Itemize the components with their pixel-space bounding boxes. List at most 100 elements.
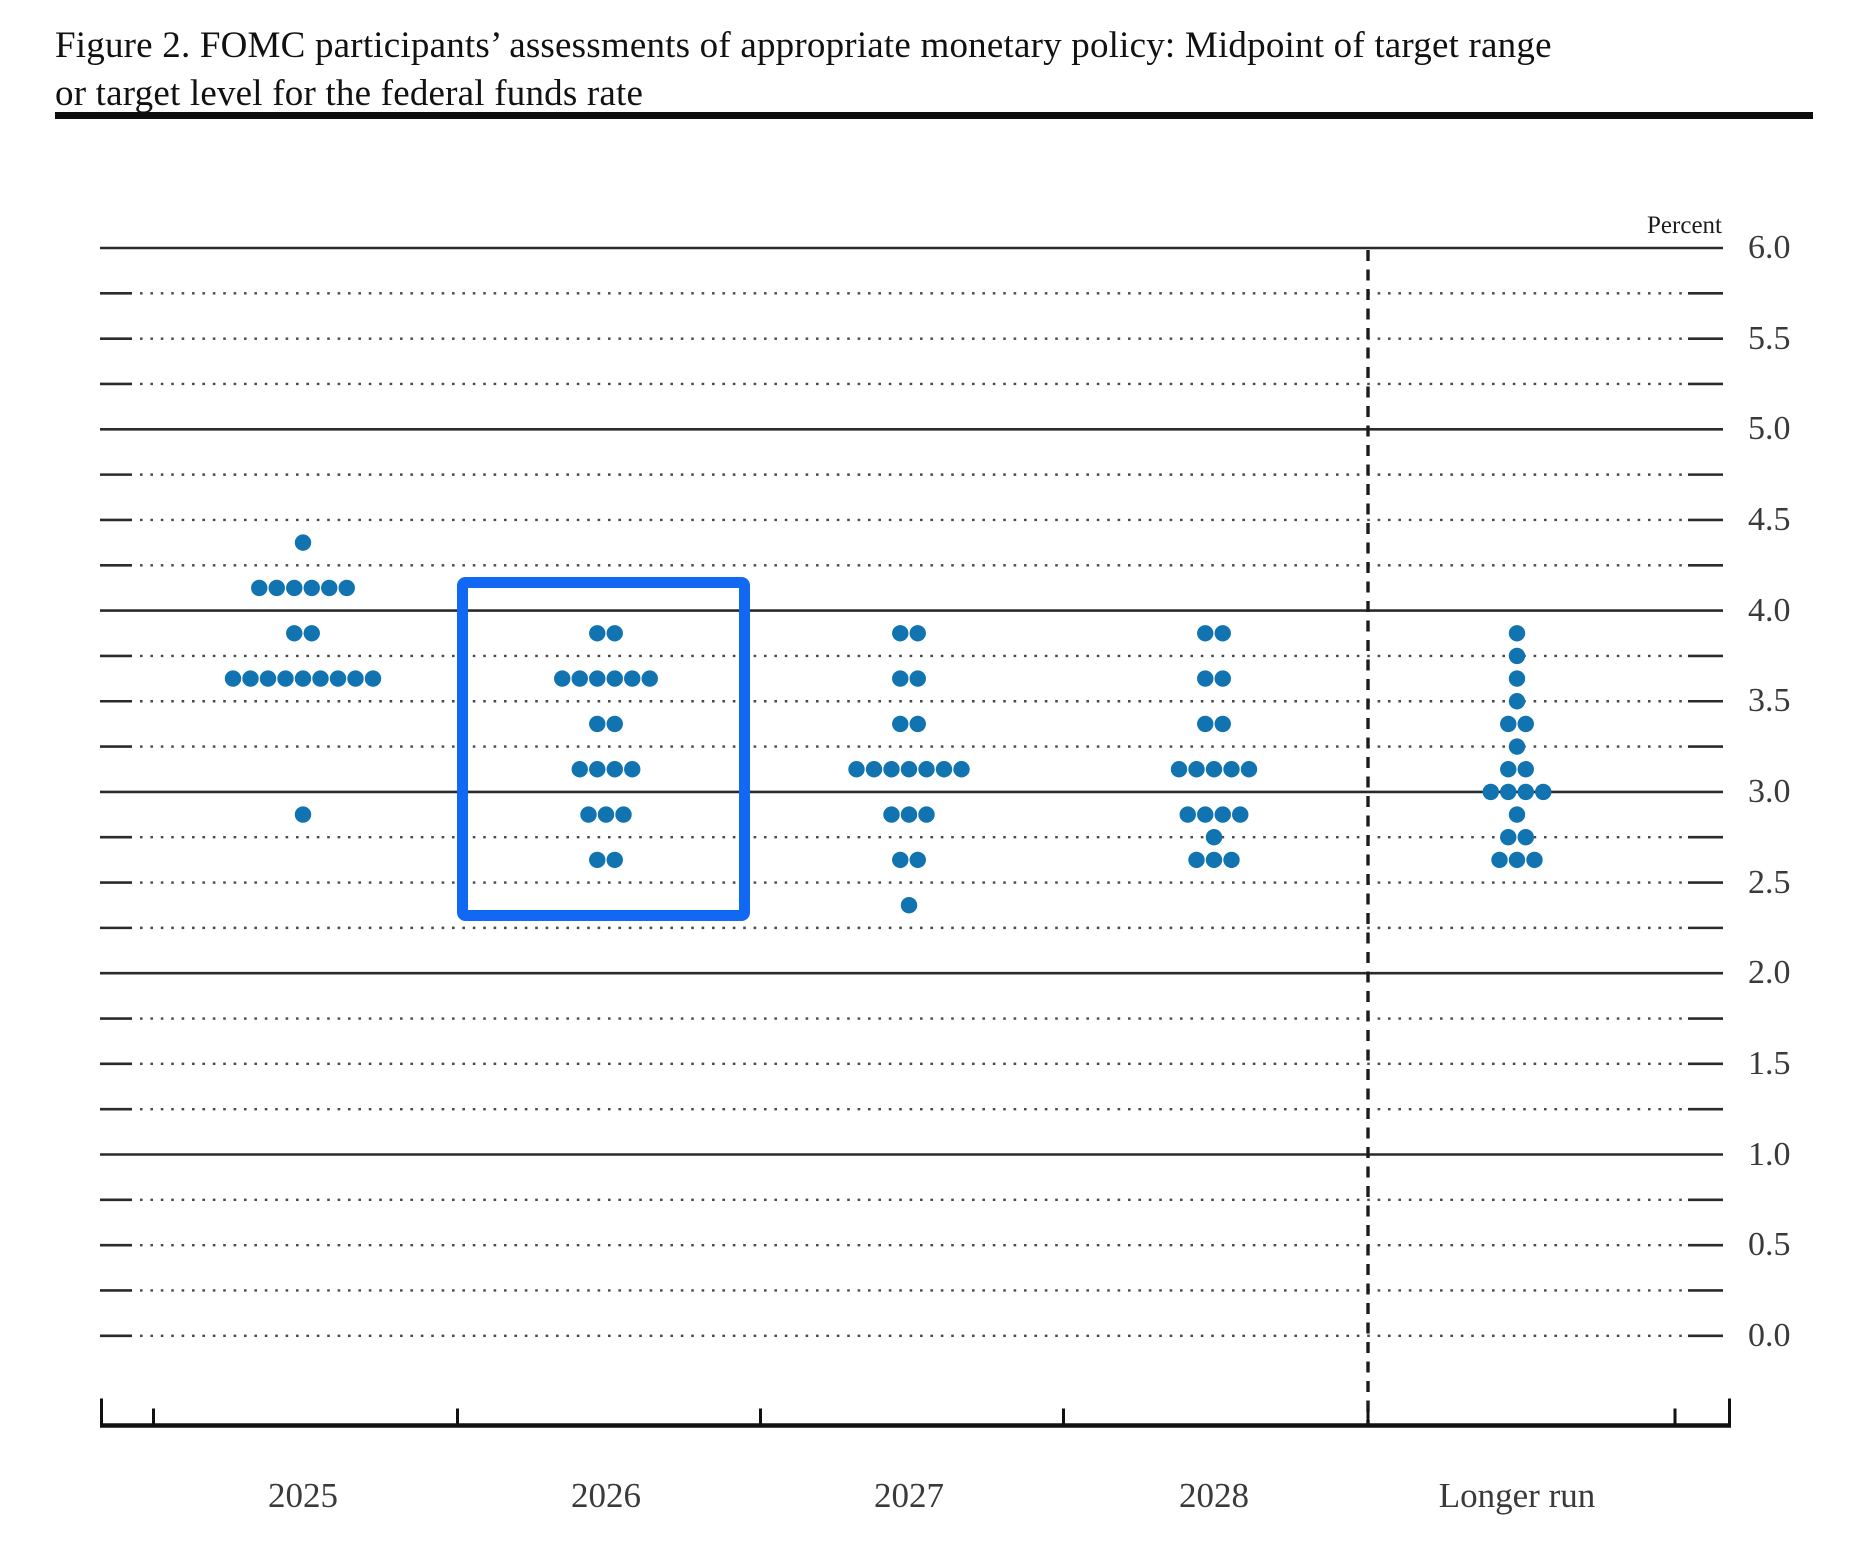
projection-dot-2027-3.625 (892, 670, 909, 687)
y-tick-label-0-0: 0.0 (1748, 1316, 1791, 1354)
projection-dot-longer-run-3 (1517, 783, 1534, 801)
projection-dot-longer-run-2.75 (1517, 829, 1534, 846)
y-tick-label-6-0: 6.0 (1748, 229, 1791, 266)
projection-dot-2028-2.625 (1223, 851, 1240, 869)
y-tick-label-0-5: 0.5 (1748, 1226, 1791, 1264)
projection-dot-longer-run-3.375 (1500, 715, 1517, 733)
projection-dot-longer-run-2.75 (1500, 829, 1517, 846)
title-rule (55, 112, 1813, 119)
projection-dot-2025-4.125 (338, 579, 355, 597)
projection-dot-2028-3.125 (1240, 761, 1258, 778)
projection-dot-2026-3.625 (624, 670, 641, 687)
projection-dot-2025-3.625 (242, 670, 259, 687)
projection-dot-2025-3.625 (364, 670, 382, 687)
projection-dot-2028-3.125 (1170, 761, 1188, 778)
y-tick-label-3-5: 3.5 (1748, 682, 1791, 720)
y-tick-label-2-5: 2.5 (1748, 863, 1791, 901)
projection-dot-longer-run-3.5 (1508, 693, 1526, 710)
figure-title-line-1: Figure 2. FOMC participants’ assessments… (55, 25, 1552, 66)
y-tick-label-2-0: 2.0 (1748, 954, 1791, 992)
projection-dot-2028-2.875 (1179, 806, 1196, 823)
projection-dot-2025-4.125 (251, 579, 268, 597)
projection-dot-2028-2.75 (1205, 829, 1223, 846)
projection-dot-2026-3.625 (641, 670, 658, 687)
projection-dot-longer-run-3 (1482, 783, 1499, 801)
projection-dot-2026-3.125 (624, 761, 641, 778)
projection-dot-2028-3.375 (1197, 715, 1214, 733)
projection-dot-2025-3.625 (294, 670, 312, 687)
y-tick-label-4-0: 4.0 (1748, 591, 1791, 629)
projection-dot-longer-run-2.625 (1491, 851, 1508, 869)
projection-dot-2025-4.125 (303, 579, 320, 597)
y-tick-label-4-5: 4.5 (1748, 500, 1791, 538)
projection-dot-2025-3.625 (224, 670, 242, 687)
projection-dot-2028-3.125 (1188, 761, 1205, 778)
projection-dot-2025-3.625 (277, 670, 294, 687)
projection-dot-2027-3.125 (935, 761, 953, 778)
projection-dot-2028-2.625 (1205, 851, 1223, 869)
projection-dot-2026-3.375 (606, 715, 623, 733)
projection-dot-longer-run-3.375 (1517, 715, 1534, 733)
projection-dot-2027-2.375 (900, 897, 918, 914)
projection-dot-2027-3.125 (883, 761, 900, 778)
projection-dot-2027-2.875 (883, 806, 900, 823)
projection-dot-longer-run-3.625 (1508, 670, 1526, 687)
projection-dot-2027-3.125 (865, 761, 883, 778)
projection-dot-2027-3.375 (909, 715, 926, 733)
projection-dot-2026-3.125 (606, 761, 623, 778)
projection-dot-2027-3.875 (909, 625, 926, 642)
projection-dot-longer-run-3 (1535, 783, 1552, 801)
projection-dot-2028-3.625 (1214, 670, 1231, 687)
y-axis-unit-label: Percent (1647, 212, 1722, 239)
projection-dot-2028-2.875 (1197, 806, 1214, 823)
projection-dot-2026-3.875 (606, 625, 623, 642)
projection-dot-2026-3.375 (589, 715, 606, 733)
projection-dot-longer-run-3.25 (1508, 738, 1526, 755)
projection-dot-longer-run-3.125 (1517, 761, 1534, 778)
projection-dot-2025-2.875 (294, 806, 312, 823)
x-axis-label-longer-run: Longer run (1438, 1476, 1596, 1515)
projection-dot-2027-3.125 (918, 761, 935, 778)
projection-dot-2028-3.125 (1205, 761, 1223, 778)
x-axis-label-2026: 2026 (571, 1476, 641, 1515)
projection-dot-2028-3.125 (1223, 761, 1240, 778)
projection-dot-2025-3.875 (286, 625, 303, 642)
projection-dot-longer-run-3.75 (1508, 647, 1526, 665)
projection-dot-2026-3.875 (589, 625, 606, 642)
projection-dot-2028-2.875 (1232, 806, 1249, 823)
projection-dot-2026-3.625 (571, 670, 588, 687)
projection-dot-2026-2.625 (589, 851, 606, 869)
projection-dot-2026-3.625 (606, 670, 623, 687)
projection-dot-2025-4.125 (268, 579, 285, 597)
projection-dot-2026-2.875 (580, 806, 597, 823)
projection-dot-2026-2.875 (615, 806, 632, 823)
projection-dot-2025-3.625 (259, 670, 277, 687)
projection-dot-longer-run-2.875 (1508, 806, 1526, 823)
projection-dot-2025-3.875 (303, 625, 320, 642)
projection-dot-2027-2.875 (918, 806, 935, 823)
y-tick-label-1-5: 1.5 (1748, 1044, 1791, 1082)
projection-dot-2027-2.625 (892, 851, 909, 869)
projection-dot-longer-run-3 (1500, 783, 1517, 801)
projection-dot-2025-3.625 (312, 670, 329, 687)
projection-dot-2025-3.625 (329, 670, 347, 687)
x-axis-label-2028: 2028 (1179, 1476, 1249, 1515)
projection-dot-2028-2.875 (1214, 806, 1231, 823)
projection-dot-2025-3.625 (347, 670, 364, 687)
y-tick-label-5-0: 5.0 (1748, 410, 1791, 448)
projection-dot-2026-2.875 (597, 806, 615, 823)
projection-dot-2027-3.375 (892, 715, 909, 733)
projection-dot-2027-3.625 (909, 670, 926, 687)
projection-dot-2026-3.125 (571, 761, 588, 778)
projection-dot-2028-2.625 (1188, 851, 1205, 869)
x-axis-label-2027: 2027 (874, 1476, 944, 1515)
projection-dot-2027-2.625 (909, 851, 926, 869)
projection-dot-2027-3.125 (953, 761, 970, 778)
y-tick-label-1-0: 1.0 (1748, 1135, 1791, 1173)
projection-dot-longer-run-3.125 (1500, 761, 1517, 778)
y-tick-label-3-0: 3.0 (1748, 772, 1791, 810)
projection-dot-longer-run-2.625 (1526, 851, 1543, 869)
